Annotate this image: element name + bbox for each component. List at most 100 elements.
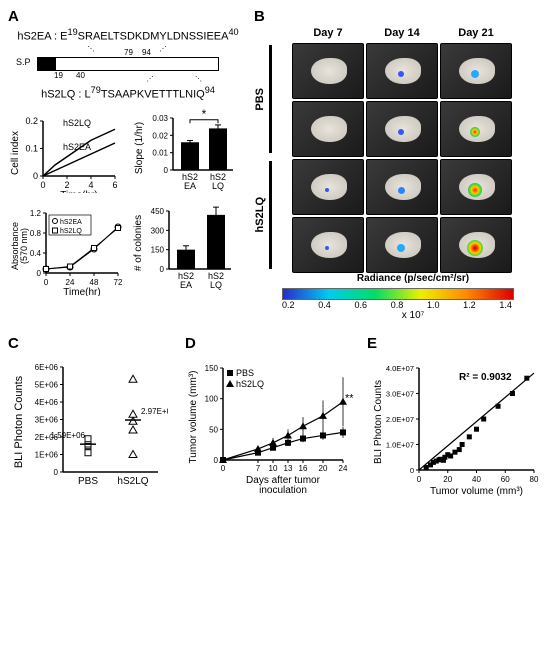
svg-text:0.4: 0.4 xyxy=(30,249,42,258)
svg-text:*: * xyxy=(202,108,207,121)
mouse-image xyxy=(440,217,512,273)
svg-text:6E+06: 6E+06 xyxy=(35,363,59,372)
mouse-grid: Day 7 Day 14 Day 21 xyxy=(272,25,512,273)
svg-text:2: 2 xyxy=(64,180,69,190)
svg-text:# of colonies: # of colonies xyxy=(133,215,144,271)
svg-text:80: 80 xyxy=(530,475,539,484)
svg-text:PBS: PBS xyxy=(236,368,254,378)
svg-text:5E+06: 5E+06 xyxy=(35,381,59,390)
svg-text:0: 0 xyxy=(54,468,59,477)
pbs-label: PBS xyxy=(254,88,266,111)
svg-text:3.0E+07: 3.0E+07 xyxy=(386,390,414,399)
mouse-image xyxy=(366,101,438,157)
tumor-volume-chart: 0 7 10 13 16 20 24 0 50 100 150 PBShS2LQ ** Tumor vol… xyxy=(185,352,355,502)
mouse-image xyxy=(366,43,438,99)
svg-text:24: 24 xyxy=(66,278,75,287)
svg-text:3E+06: 3E+06 xyxy=(35,416,59,425)
svg-text:R² = 0.9032: R² = 0.9032 xyxy=(459,372,512,383)
svg-text:(570 nm): (570 nm) xyxy=(19,228,29,264)
svg-text:0: 0 xyxy=(410,466,414,475)
svg-text:60: 60 xyxy=(501,475,510,484)
mouse-image xyxy=(366,217,438,273)
svg-text:7: 7 xyxy=(256,464,261,473)
panel-e-label: E xyxy=(367,335,542,352)
svg-text:4: 4 xyxy=(88,180,93,190)
svg-text:EA: EA xyxy=(184,181,196,191)
svg-text:hS2EA: hS2EA xyxy=(63,142,91,152)
seq-lq-sup1: 79 xyxy=(91,85,101,95)
svg-text:**: ** xyxy=(195,201,204,208)
mouse-image xyxy=(292,43,364,99)
svg-text:hS2LQ: hS2LQ xyxy=(63,118,91,128)
seq-lq-seq: TSAAPKVETTTLNIQ xyxy=(101,88,205,100)
absorbance-chart: 024487200.40.81.2hS2EAhS2LQAbsorbance(57… xyxy=(8,201,123,296)
svg-text:4E+06: 4E+06 xyxy=(35,398,59,407)
svg-text:1E+06: 1E+06 xyxy=(35,451,59,460)
svg-text:150: 150 xyxy=(205,364,219,373)
svg-text:0: 0 xyxy=(164,166,169,175)
svg-text:Tumor volume (mm³): Tumor volume (mm³) xyxy=(188,371,199,464)
svg-text:150: 150 xyxy=(151,246,165,255)
panel-d-label: D xyxy=(185,335,355,352)
mouse-image xyxy=(366,159,438,215)
svg-text:40: 40 xyxy=(472,475,481,484)
svg-text:20: 20 xyxy=(319,464,328,473)
svg-text:0: 0 xyxy=(40,180,45,190)
slope-chart: 00.010.020.03hS2EAhS2LQ*Slope (1/hr) xyxy=(131,108,241,193)
svg-text:LQ: LQ xyxy=(212,181,224,191)
svg-text:16: 16 xyxy=(299,464,308,473)
svg-text:0.1: 0.1 xyxy=(25,144,38,154)
seq-lq-sup2: 94 xyxy=(205,85,215,95)
svg-text:0: 0 xyxy=(214,456,219,465)
svg-text:0: 0 xyxy=(44,278,49,287)
svg-text:20: 20 xyxy=(443,475,452,484)
panel-a-label: A xyxy=(8,8,248,25)
sequence-diagram: hS2EA : E19SRAELTSDKDMYLDNSSIEEA40 ⋱ ⋰ S… xyxy=(8,27,248,100)
svg-text:BLI Photon Counts: BLI Photon Counts xyxy=(13,375,25,468)
sp-text: S.P xyxy=(16,57,31,67)
svg-text:0: 0 xyxy=(37,269,42,278)
svg-text:inoculation: inoculation xyxy=(259,485,307,496)
svg-text:Time(hr): Time(hr) xyxy=(63,287,100,296)
seq-ea-sup1: 19 xyxy=(67,27,77,37)
svg-text:hS2LQ: hS2LQ xyxy=(60,228,82,235)
svg-text:300: 300 xyxy=(151,227,165,236)
panel-e: E 02040608001.0E+072.0E+073.0E+074.0E+07… xyxy=(367,335,542,505)
svg-text:hS2LQ: hS2LQ xyxy=(236,379,264,389)
svg-text:10: 10 xyxy=(269,464,278,473)
panel-c: C 01E+062E+063E+064E+065E+066E+061.59E+0… xyxy=(8,335,173,505)
svg-text:450: 450 xyxy=(151,207,165,216)
svg-text:EA: EA xyxy=(180,280,192,290)
svg-text:0.02: 0.02 xyxy=(152,132,168,141)
svg-text:4.0E+07: 4.0E+07 xyxy=(386,364,414,373)
svg-text:13: 13 xyxy=(284,464,293,473)
svg-text:100: 100 xyxy=(205,395,219,404)
svg-text:Slope (1/hr): Slope (1/hr) xyxy=(134,122,145,174)
colorbar xyxy=(282,288,514,300)
seq-lq-label: hS2LQ : L xyxy=(41,88,91,100)
svg-text:Cell index: Cell index xyxy=(10,131,21,175)
panel-c-label: C xyxy=(8,335,173,352)
svg-text:24: 24 xyxy=(339,464,348,473)
bli-scatter: 01E+062E+063E+064E+065E+066E+061.59E+06P… xyxy=(8,352,168,502)
mouse-image xyxy=(292,217,364,273)
svg-text:hS2EA: hS2EA xyxy=(60,219,82,226)
mouse-image xyxy=(440,101,512,157)
svg-text:Tumor volume (mm³): Tumor volume (mm³) xyxy=(430,486,523,497)
svg-text:1.59E+06: 1.59E+06 xyxy=(51,431,86,440)
colorbar-ticks: 0.20.40.60.81.01.21.4 xyxy=(282,300,512,310)
svg-text:0: 0 xyxy=(221,464,226,473)
cellindex-chart: 024600.10.2hS2LQhS2EACell indexTime(hr) xyxy=(8,108,123,193)
svg-text:1.2: 1.2 xyxy=(30,209,42,218)
svg-text:50: 50 xyxy=(209,425,218,434)
mouse-image xyxy=(292,159,364,215)
svg-text:0.01: 0.01 xyxy=(152,149,168,158)
svg-text:**: ** xyxy=(345,393,354,405)
panel-a: A hS2EA : E19SRAELTSDKDMYLDNSSIEEA40 ⋱ ⋰… xyxy=(8,8,248,321)
panel-b: B PBS hS2LQ Day 7 Day 14 Day 21 Radiance… xyxy=(254,8,544,321)
svg-text:PBS: PBS xyxy=(78,476,98,487)
svg-text:0.2: 0.2 xyxy=(25,116,38,126)
colonies-chart: 0150300450hS2EAhS2LQ**# of colonies xyxy=(131,201,241,296)
svg-text:6: 6 xyxy=(112,180,117,190)
radiance-label: Radiance (p/sec/cm²/sr) xyxy=(282,273,544,284)
